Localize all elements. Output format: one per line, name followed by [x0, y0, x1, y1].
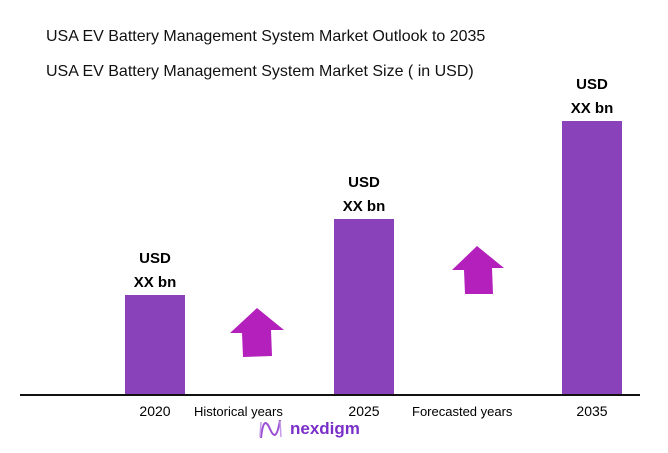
- nexdigm-logo: nexdigm: [258, 418, 360, 440]
- arrow-up-icon: [230, 308, 284, 357]
- chart-title: USA EV Battery Management System Market …: [46, 28, 486, 45]
- wave-n-icon: [259, 419, 282, 439]
- data-label-2020: USD XX bn: [105, 247, 205, 295]
- data-label-line: XX bn: [133, 274, 177, 291]
- data-label-line: XX bn: [570, 100, 614, 117]
- data-label-line: XX bn: [342, 198, 386, 215]
- bar-2025: [334, 219, 394, 395]
- data-label-line: USD: [348, 174, 380, 191]
- data-label-line: USD: [576, 76, 608, 93]
- x-tick-label: 2020: [139, 403, 171, 419]
- historical-years-label: Historical years: [194, 404, 283, 419]
- data-label-2035: USD XX bn: [542, 73, 642, 121]
- arrow-up-icon: [452, 246, 504, 294]
- data-label-line: USD: [139, 250, 171, 267]
- x-tick-label: 2025: [348, 403, 380, 419]
- data-label-2025: USD XX bn: [314, 171, 414, 219]
- bar-2020: [125, 295, 185, 395]
- bar-2035: [562, 121, 622, 395]
- chart-subtitle: USA EV Battery Management System Market …: [46, 63, 474, 80]
- forecasted-years-label: Forecasted years: [412, 404, 513, 419]
- x-tick-label: 2035: [576, 403, 608, 419]
